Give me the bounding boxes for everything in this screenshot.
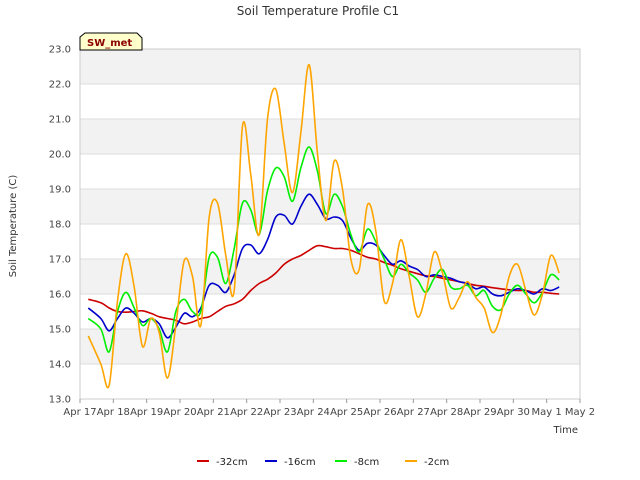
y-tick-label: 18.0	[49, 220, 71, 231]
y-tick-label: 21.0	[49, 115, 71, 126]
y-tick-label: 15.0	[49, 325, 71, 336]
x-tick-label: Apr 26	[363, 407, 396, 418]
x-tick-label: Apr 25	[330, 407, 363, 418]
x-tick-label: Apr 29	[463, 407, 496, 418]
legend-label: -8cm	[354, 457, 379, 468]
x-tick-label: Apr 19	[130, 407, 163, 418]
y-tick-label: 23.0	[49, 45, 71, 56]
x-tick-label: Apr 18	[97, 407, 130, 418]
legend: -32cm -16cm -8cm -2cm	[197, 457, 449, 468]
x-tick-label: May 2	[565, 407, 595, 418]
badge-label: SW_met	[87, 38, 132, 49]
grid-band	[80, 119, 580, 154]
y-tick-label: 17.0	[49, 255, 71, 266]
series-line-neg32cm	[88, 244, 560, 325]
grid-band	[80, 329, 580, 364]
legend-item: -32cm	[197, 457, 248, 468]
legend-item: -8cm	[335, 457, 379, 468]
chart-title: Soil Temperature Profile C1	[237, 4, 399, 18]
series-lines	[87, 63, 560, 389]
x-axis-ticks: Apr 17 Apr 18 Apr 19 Apr 20 Apr 21 Apr 22 Apr …	[63, 399, 595, 418]
series-line-neg16cm	[87, 193, 560, 339]
x-tick-label: Apr 28	[430, 407, 463, 418]
x-tick-label: May 1	[532, 407, 562, 418]
x-tick-label: Apr 17	[63, 407, 96, 418]
y-tick-label: 13.0	[49, 395, 71, 406]
x-tick-label: Apr 20	[163, 407, 196, 418]
y-tick-label: 14.0	[49, 360, 71, 371]
y-tick-label: 19.0	[49, 185, 71, 196]
x-tick-label: Apr 22	[230, 407, 263, 418]
y-tick-label: 20.0	[49, 150, 71, 161]
x-tick-label: Apr 30	[497, 407, 530, 418]
y-tick-label: 16.0	[49, 290, 71, 301]
x-tick-label: Apr 21	[197, 407, 230, 418]
y-tick-label: 22.0	[49, 80, 71, 91]
legend-label: -2cm	[424, 457, 449, 468]
legend-item: -2cm	[405, 457, 449, 468]
y-axis-label: Soil Temperature (C)	[8, 175, 19, 278]
grid-band	[80, 49, 580, 84]
x-tick-label: Apr 27	[397, 407, 430, 418]
x-tick-label: Apr 23	[263, 407, 296, 418]
x-tick-label: Apr 24	[297, 407, 330, 418]
background-bands	[80, 49, 580, 364]
legend-label: -32cm	[216, 457, 248, 468]
plot-area	[79, 48, 581, 400]
badge-box	[79, 32, 143, 51]
series-line-neg2cm	[87, 63, 560, 389]
series-line-neg8cm	[87, 146, 560, 353]
legend-item: -16cm	[265, 457, 316, 468]
station-badge: SW_met	[79, 32, 143, 51]
x-axis-label: Time	[553, 425, 578, 436]
y-axis-ticks: 13.0 14.0 15.0 16.0 17.0 18.0 19.0 20.0 21.0 22.0…	[49, 45, 71, 406]
legend-label: -16cm	[284, 457, 316, 468]
